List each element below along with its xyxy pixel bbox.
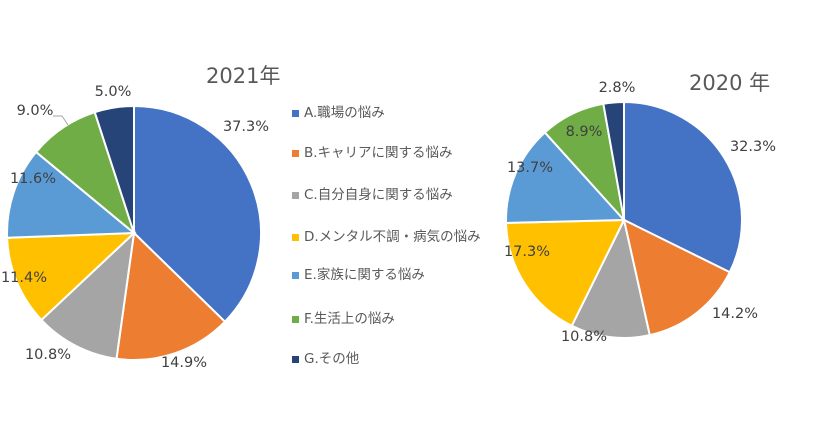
legend-label-c: C.自分自身に関する悩み [304, 187, 453, 203]
pie-slice-c [570, 217, 651, 339]
chart-title-2020: 2020 年 [689, 71, 771, 95]
pie-slice-b [622, 218, 732, 337]
pie-chart-2021: 37.3% 14.9% 10.8% 11.4% 11.6% 9.0% 5.0% [1, 84, 269, 371]
data-label-a: 32.3% [730, 139, 776, 155]
data-label-d: 17.3% [504, 244, 550, 260]
data-label-f: 9.0% [17, 103, 54, 119]
legend-label-f: F.生活上の悩み [304, 311, 395, 327]
data-label-d: 11.4% [1, 270, 47, 286]
chart-title-2021: 2021年 [206, 64, 281, 88]
data-label-e: 11.6% [10, 171, 56, 187]
leader-line [53, 115, 69, 126]
data-label-b: 14.2% [712, 306, 758, 322]
legend-swatch-f [292, 316, 299, 323]
pie-slice-g [93, 104, 135, 234]
legend-label-a: A.職場の悩み [304, 105, 385, 121]
legend-swatch-g [292, 356, 299, 363]
pie-slice-d [505, 218, 626, 328]
data-label-a: 37.3% [223, 119, 269, 135]
pie-slice-a [623, 100, 743, 274]
pie-chart-2020: 32.3% 14.2% 10.8% 17.3% 13.7% 8.9% 2.8% [504, 80, 776, 345]
legend-swatch-c [292, 192, 299, 199]
data-label-g: 2.8% [599, 80, 636, 96]
legend-swatch-d [292, 234, 299, 241]
legend-swatch-b [292, 150, 299, 157]
pie-slice-a [133, 104, 262, 324]
pie-slice-d [6, 231, 137, 322]
pie-slice-e [6, 150, 137, 239]
legend-label-e: E.家族に関する悩み [304, 267, 425, 283]
pie-slice-e [505, 131, 627, 224]
data-label-g: 5.0% [95, 84, 132, 100]
legend-label-d: D.メンタル不調・病気の悩み [304, 229, 481, 245]
data-label-c: 10.8% [25, 347, 71, 363]
data-label-e: 13.7% [507, 160, 553, 176]
legend-swatch-e [292, 272, 299, 279]
legend-label-g: G.その他 [304, 351, 360, 367]
data-label-f: 8.9% [566, 124, 603, 140]
data-label-b: 14.9% [161, 355, 207, 371]
pie-slice-b [115, 230, 227, 361]
legend-swatch-a [292, 110, 299, 117]
legend-label-b: B.キャリアに関する悩み [304, 145, 453, 161]
pie-slice-c [40, 230, 136, 360]
pie-slice-g [602, 100, 625, 221]
data-label-c: 10.8% [561, 329, 607, 345]
